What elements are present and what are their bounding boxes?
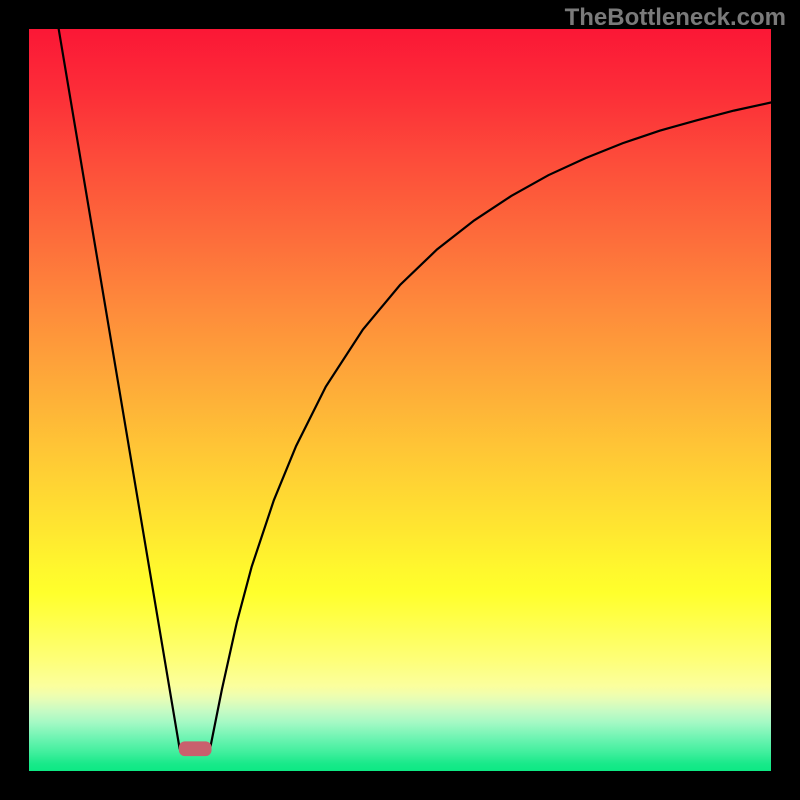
plot-area: [29, 29, 771, 771]
valley-marker: [179, 741, 212, 756]
watermark-text: TheBottleneck.com: [565, 4, 786, 32]
chart-container: TheBottleneck.com: [0, 0, 800, 800]
plot-svg: [29, 29, 771, 771]
